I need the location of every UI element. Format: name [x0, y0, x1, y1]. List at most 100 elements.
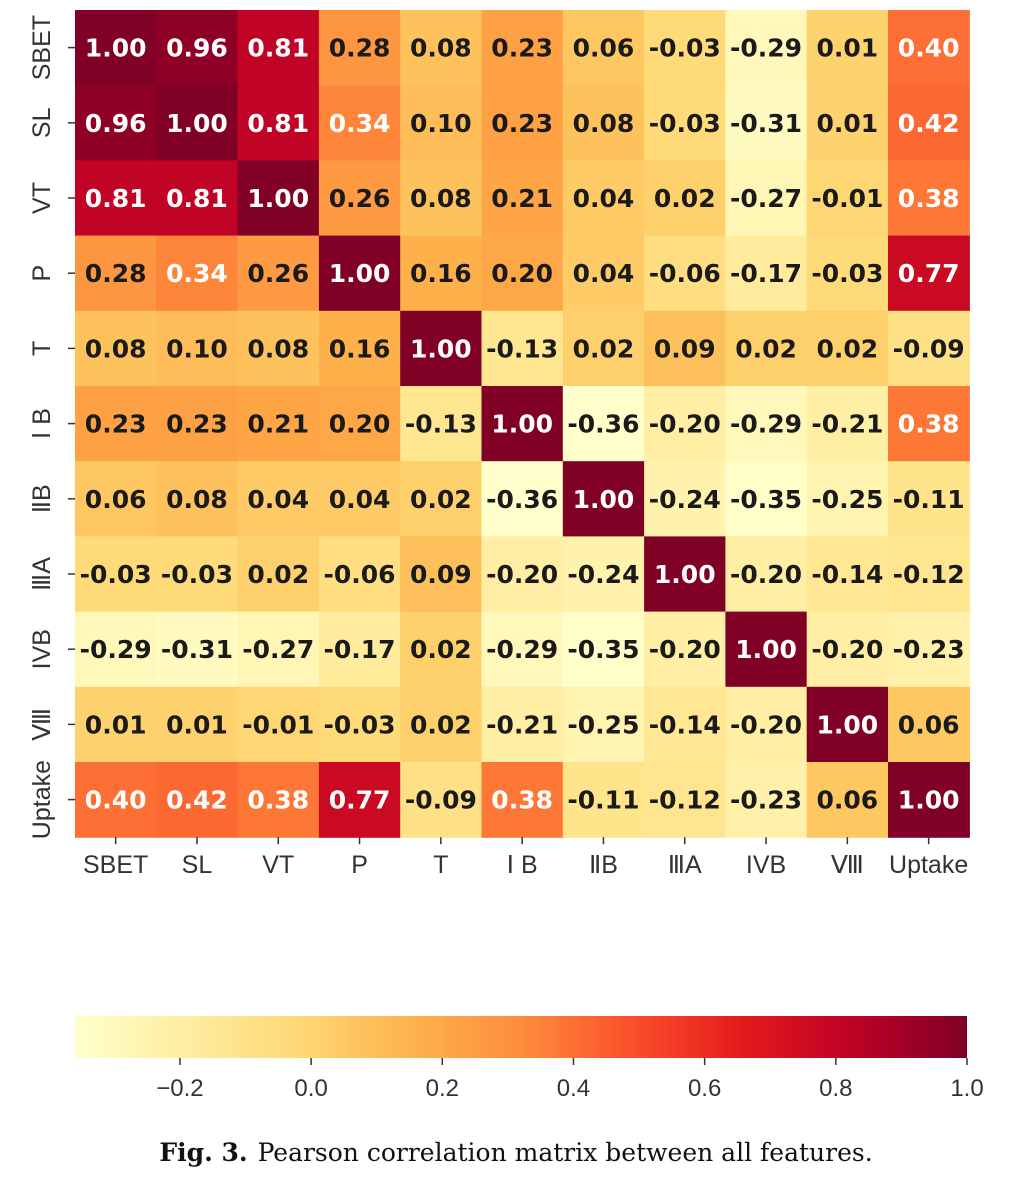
y-tick-label: SBET	[28, 15, 56, 80]
cell-value-label: -0.17	[324, 635, 396, 664]
cell-value-label: 0.81	[85, 184, 147, 213]
heatmap-cell-r5-c8	[725, 386, 808, 462]
heatmap-cell-r3-c3	[318, 235, 401, 312]
cell-value-label: -0.14	[649, 710, 721, 739]
heatmap-cell-r1-c9	[806, 85, 889, 161]
cell-value-label: -0.35	[567, 635, 639, 664]
heatmap-cell-r9-c4	[400, 686, 483, 763]
y-tick-label: IVB	[28, 629, 56, 669]
cell-value-label: 1.00	[166, 109, 228, 138]
colorbar-tick-label: −0.2	[156, 1075, 203, 1102]
cell-value-label: 0.38	[898, 410, 960, 439]
heatmap-cell-r0-c5	[481, 10, 564, 86]
cell-value-label: 0.23	[491, 109, 553, 138]
heatmap-cell-r2-c8	[725, 160, 808, 237]
cell-value-label: -0.11	[893, 485, 965, 514]
colorbar-tick-label: 0.0	[294, 1075, 327, 1102]
figure-number: Fig. 3.	[159, 1138, 248, 1167]
cell-value-label: -0.29	[730, 34, 802, 63]
colorbar-tick-label: 0.6	[688, 1075, 721, 1102]
heatmap-cell-r6-c8	[725, 461, 808, 537]
heatmap-cell-r2-c1	[156, 160, 239, 237]
heatmap-cell-r10-c2	[237, 762, 320, 838]
heatmap-cell-r8-c8	[725, 611, 808, 688]
cell-value-label: 0.81	[247, 109, 309, 138]
cell-value-label: 1.00	[654, 560, 716, 589]
heatmap-cell-r9-c3	[318, 686, 401, 763]
x-tick-label: SL	[182, 851, 213, 879]
heatmap-cell-r6-c5	[481, 461, 564, 537]
y-tick-label: ⅡB	[28, 484, 56, 513]
cell-value-label: -0.06	[324, 560, 396, 589]
cell-value-label: 0.20	[329, 410, 391, 439]
heatmap-cell-r3-c1	[156, 235, 239, 312]
cell-value-label: 0.40	[85, 786, 147, 815]
heatmap-cell-r2-c6	[562, 160, 645, 237]
cell-value-label: 0.96	[166, 34, 228, 63]
heatmap-cell-r10-c0	[75, 762, 157, 838]
heatmap-cell-r8-c0	[75, 611, 157, 688]
correlation-heatmap: 1.00 0.96 0.81 0.28 0.08 0.23 0.06 -0.03 -0.29 0.…	[28, 10, 984, 1102]
cell-value-label: 0.04	[573, 259, 635, 288]
cell-value-label: -0.21	[486, 710, 558, 739]
x-tick-label: ⅢA	[668, 851, 702, 879]
heatmap-cell-r5-c7	[644, 386, 726, 462]
heatmap-cell-r9-c5	[481, 686, 564, 763]
cell-value-label: -0.12	[893, 560, 965, 589]
cell-value-label: -0.24	[567, 560, 639, 589]
heatmap-cell-r4-c7	[644, 310, 726, 387]
cell-value-label: -0.01	[242, 710, 314, 739]
heatmap-cell-r5-c10	[888, 386, 970, 462]
cell-value-label: -0.21	[811, 410, 883, 439]
heatmap-cell-r10-c6	[562, 762, 645, 838]
heatmap-cell-r2-c7	[644, 160, 726, 237]
cell-value-label: -0.20	[730, 560, 802, 589]
y-tick-label: SL	[28, 107, 56, 138]
heatmap-cell-r3-c5	[481, 235, 564, 312]
heatmap-cell-r2-c5	[481, 160, 564, 237]
cell-value-label: 0.23	[85, 410, 147, 439]
cell-value-label: -0.06	[649, 259, 721, 288]
cell-value-label: 0.08	[410, 184, 472, 213]
heatmap-cell-r7-c5	[481, 536, 564, 613]
cell-value-label: 0.02	[410, 485, 472, 514]
heatmap-cell-r6-c10	[888, 461, 970, 537]
cell-value-label: 1.00	[735, 635, 797, 664]
heatmap-cell-r7-c10	[888, 536, 970, 613]
x-tick-label: SBET	[83, 851, 148, 879]
heatmap-cell-r2-c10	[888, 160, 970, 237]
cell-value-label: -0.03	[811, 259, 883, 288]
x-tick-label: Uptake	[889, 851, 968, 879]
y-tick-label: VT	[28, 182, 56, 214]
heatmap-cell-r10-c3	[318, 762, 401, 838]
heatmap-cell-r6-c9	[806, 461, 889, 537]
x-tick-label: Ⅰ B	[507, 851, 538, 879]
heatmap-cell-r5-c2	[237, 386, 320, 462]
heatmap-cell-r0-c1	[156, 10, 239, 86]
heatmap-cell-r3-c6	[562, 235, 645, 312]
heatmap-cell-r4-c10	[888, 310, 970, 387]
cell-value-label: -0.36	[567, 410, 639, 439]
x-tick-label: P	[351, 851, 368, 879]
cell-value-label: 0.21	[491, 184, 553, 213]
heatmap-cell-r9-c8	[725, 686, 808, 763]
cell-value-label: 1.00	[329, 259, 391, 288]
heatmap-cell-r3-c10	[888, 235, 970, 312]
y-tick-label: T	[28, 341, 56, 356]
cell-value-label: -0.13	[405, 410, 477, 439]
cell-value-label: 0.38	[491, 786, 553, 815]
heatmap-cell-r1-c10	[888, 85, 970, 161]
cell-value-label: 0.26	[247, 259, 309, 288]
heatmap-cell-r6-c6	[562, 461, 645, 537]
cell-value-label: 1.00	[817, 710, 879, 739]
heatmap-cell-r7-c9	[806, 536, 889, 613]
cell-value-label: 0.23	[166, 410, 228, 439]
heatmap-cell-r4-c9	[806, 310, 889, 387]
heatmap-cell-r9-c9	[806, 686, 889, 763]
heatmap-cell-r1-c1	[156, 85, 239, 161]
heatmap-cell-r5-c0	[75, 386, 157, 462]
heatmap-cell-r3-c4	[400, 235, 483, 312]
colorbar-tick-label: 0.2	[426, 1075, 459, 1102]
heatmap-cell-r10-c4	[400, 762, 483, 838]
cell-value-label: 0.09	[654, 334, 716, 363]
